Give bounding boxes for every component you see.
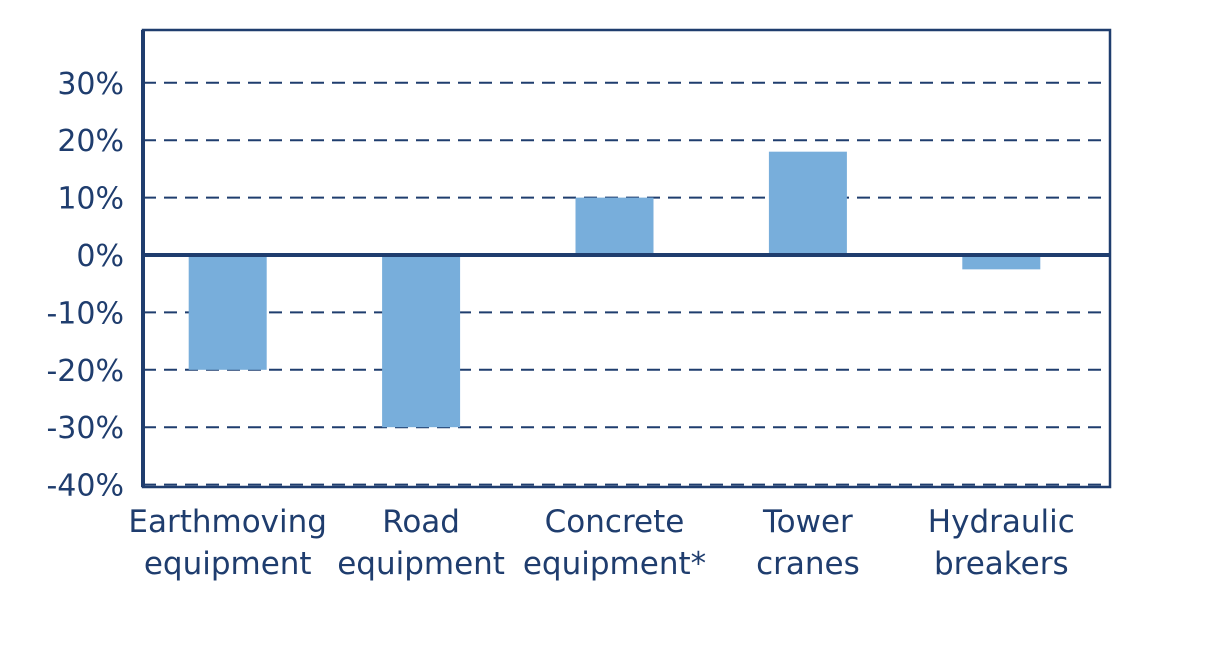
y-tick-label: -10% [46, 296, 124, 331]
y-tick-label: -30% [46, 411, 124, 446]
category-label: equipment [144, 546, 312, 582]
y-tick-labels: 30% 20% 10% 0% -10% -20% -30% -40% [46, 67, 124, 504]
bars [188, 151, 1041, 428]
bar [382, 255, 461, 428]
y-tick-label: 30% [57, 67, 124, 102]
category-label: Earthmoving [128, 504, 327, 540]
bar [768, 151, 847, 255]
category-label: equipment [337, 546, 505, 582]
category-label: Tower [762, 504, 853, 540]
y-tick-label: -20% [46, 354, 124, 389]
y-tick-label: -40% [46, 469, 124, 504]
gridlines [143, 81, 1110, 486]
category-label: cranes [756, 546, 860, 582]
y-tick-label: 20% [57, 124, 124, 159]
bar [962, 255, 1041, 270]
y-tick-label: 10% [57, 182, 124, 217]
category-label: Hydraulic [928, 504, 1075, 540]
category-label: Concrete [545, 504, 685, 540]
category-label: equipment* [523, 546, 706, 582]
bar [575, 197, 654, 255]
category-label: Road [382, 504, 460, 540]
bar [188, 255, 267, 370]
category-labels: Earthmoving equipment Road equipment Concret… [128, 504, 1074, 582]
y-tick-label: 0% [76, 239, 124, 274]
category-label: breakers [934, 546, 1069, 582]
axes [141, 28, 1112, 489]
